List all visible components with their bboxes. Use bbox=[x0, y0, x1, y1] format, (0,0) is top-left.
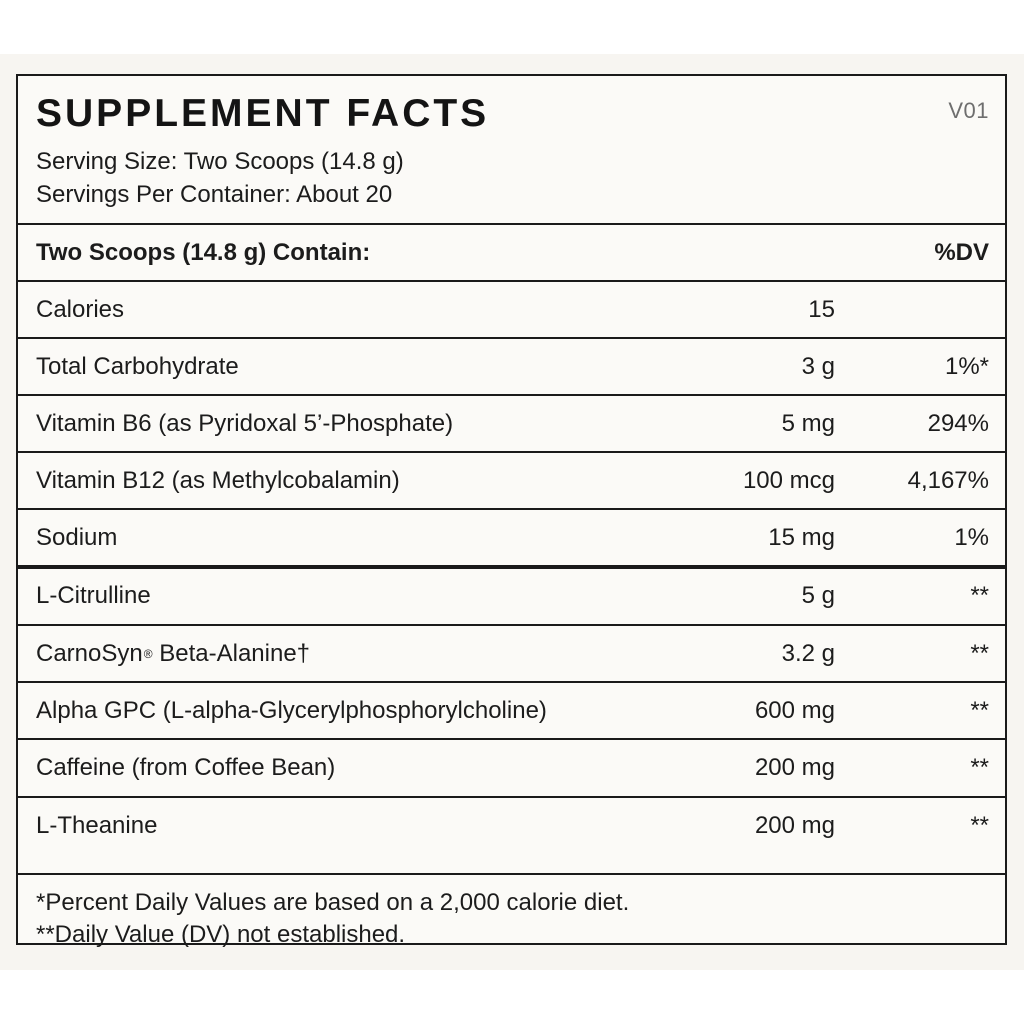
row-dv: 294% bbox=[927, 409, 989, 437]
table-row-sodium: Sodium 15 mg 1% bbox=[18, 508, 1005, 565]
row-name: L-Theanine bbox=[36, 811, 158, 839]
row-amount: 5 g bbox=[801, 581, 835, 609]
table-row-alpha-gpc: Alpha GPC (L-alpha-Glycerylphosphorylcho… bbox=[18, 681, 1005, 738]
table-row-total-carbohydrate: Total Carbohydrate 3 g 1%* bbox=[18, 337, 1005, 394]
row-amount: 100 mcg bbox=[742, 466, 835, 494]
table-row-vitamin-b12: Vitamin B12 (as Methylcobalamin) 100 mcg… bbox=[18, 451, 1005, 508]
row-name: Vitamin B12 (as Methylcobalamin) bbox=[36, 466, 400, 494]
supplement-facts-panel: SUPPLEMENT FACTS V01 Serving Size: Two S… bbox=[16, 74, 1007, 948]
row-dv: ** bbox=[970, 696, 989, 724]
row-amount: 15 mg bbox=[768, 523, 835, 551]
row-name: Total Carbohydrate bbox=[36, 352, 239, 380]
footnote-dv-not-established: **Daily Value (DV) not established. bbox=[36, 921, 406, 948]
row-amount: 5 mg bbox=[781, 409, 835, 437]
registered-mark: ® bbox=[143, 646, 153, 661]
row-amount: 15 bbox=[808, 295, 835, 323]
row-dv: ** bbox=[970, 581, 989, 609]
row-dv: ** bbox=[970, 811, 989, 839]
row-name-rest: Beta-Alanine† bbox=[152, 639, 311, 667]
row-amount: 200 mg bbox=[754, 753, 835, 781]
row-name-brand: CarnoSyn bbox=[36, 639, 143, 667]
table-row-caffeine: Caffeine (from Coffee Bean) 200 mg ** bbox=[18, 738, 1005, 795]
row-amount: 600 mg bbox=[754, 696, 835, 724]
row-name: Caffeine (from Coffee Bean) bbox=[36, 753, 336, 781]
row-name: Sodium bbox=[36, 523, 118, 551]
row-amount: 200 mg bbox=[754, 811, 835, 839]
panel-title: SUPPLEMENT FACTS bbox=[36, 92, 490, 135]
table-row-vitamin-b6: Vitamin B6 (as Pyridoxal 5’-Phosphate) 5… bbox=[18, 394, 1005, 451]
table-row-carnosyn-beta-alanine: CarnoSyn ® Beta-Alanine† 3.2 g ** bbox=[18, 624, 1005, 681]
version-code: V01 bbox=[948, 98, 989, 123]
footnote-percent-dv: *Percent Daily Values are based on a 2,0… bbox=[36, 889, 630, 916]
table-row-l-theanine: L-Theanine 200 mg ** bbox=[18, 796, 1005, 853]
table-row-calories: Calories 15 bbox=[18, 280, 1005, 337]
row-dv: 1%* bbox=[944, 352, 989, 380]
row-dv: ** bbox=[970, 753, 989, 781]
row-name: Vitamin B6 (as Pyridoxal 5’-Phosphate) bbox=[36, 409, 454, 437]
row-name: Calories bbox=[36, 295, 125, 323]
servings-per-container: Servings Per Container: About 20 bbox=[36, 181, 393, 208]
row-name: CarnoSyn ® Beta-Alanine† bbox=[36, 626, 310, 681]
table-row-l-citrulline: L-Citrulline 5 g ** bbox=[18, 565, 1005, 622]
header-contain-label: Two Scoops (14.8 g) Contain: bbox=[36, 238, 371, 266]
row-dv: ** bbox=[970, 639, 989, 667]
row-amount: 3.2 g bbox=[781, 639, 835, 667]
row-dv: 1% bbox=[954, 523, 989, 551]
page-background: SUPPLEMENT FACTS V01 Serving Size: Two S… bbox=[0, 54, 1024, 970]
row-name: L-Citrulline bbox=[36, 581, 151, 609]
serving-size: Serving Size: Two Scoops (14.8 g) bbox=[36, 148, 404, 175]
header-dv-label: %DV bbox=[934, 238, 989, 266]
row-amount: 3 g bbox=[801, 352, 835, 380]
table-header-row: Two Scoops (14.8 g) Contain: %DV bbox=[18, 223, 1005, 280]
row-dv: 4,167% bbox=[907, 466, 989, 494]
row-name: Alpha GPC (L-alpha-Glycerylphosphorylcho… bbox=[36, 696, 547, 724]
footnotes: *Percent Daily Values are based on a 2,0… bbox=[18, 873, 1005, 949]
